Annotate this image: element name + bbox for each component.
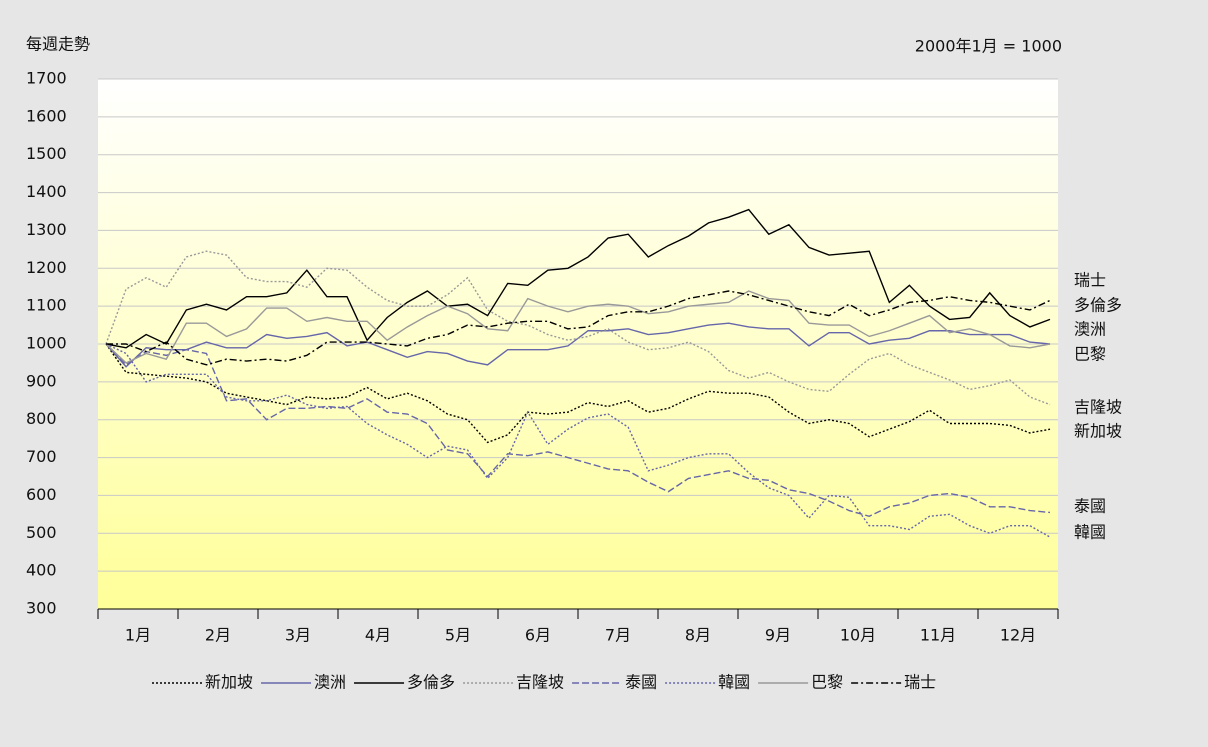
x-tick-label: 10月 bbox=[840, 626, 876, 645]
series-line bbox=[105, 343, 1051, 517]
legend-label: 泰國 bbox=[625, 673, 657, 692]
end-label: 巴黎 bbox=[1074, 345, 1106, 364]
x-tick-label: 4月 bbox=[365, 626, 391, 645]
x-tick-label: 2月 bbox=[205, 626, 231, 645]
x-tick-label: 8月 bbox=[685, 626, 711, 645]
y-tick-label: 900 bbox=[26, 371, 57, 390]
y-tick-label: 1400 bbox=[26, 182, 67, 201]
y-tick-label: 1100 bbox=[26, 296, 67, 315]
legend-label: 巴黎 bbox=[811, 673, 843, 692]
y-tick-label: 1600 bbox=[26, 106, 67, 125]
x-tick-label: 9月 bbox=[765, 626, 791, 645]
series-line bbox=[105, 250, 1051, 406]
x-tick-label: 7月 bbox=[605, 626, 631, 645]
legend-label: 新加坡 bbox=[205, 673, 253, 692]
end-label: 吉隆坡 bbox=[1074, 398, 1122, 417]
y-tick-label: 600 bbox=[26, 485, 57, 504]
legend-label: 吉隆坡 bbox=[516, 673, 564, 692]
y-tick-label: 1000 bbox=[26, 334, 67, 353]
y-tick-label: 1700 bbox=[26, 69, 67, 88]
y-tick-label: 700 bbox=[26, 447, 57, 466]
end-label: 澳洲 bbox=[1074, 320, 1106, 339]
legend-label: 澳洲 bbox=[314, 673, 346, 692]
y-tick-label: 300 bbox=[26, 599, 57, 618]
y-tick-label: 1500 bbox=[26, 144, 67, 163]
y-tick-label: 400 bbox=[26, 561, 57, 580]
x-tick-label: 1月 bbox=[125, 626, 151, 645]
y-tick-label: 500 bbox=[26, 523, 57, 542]
y-tick-label: 800 bbox=[26, 409, 57, 428]
series-line bbox=[105, 343, 1051, 538]
series-line bbox=[106, 290, 1051, 366]
end-label: 多倫多 bbox=[1074, 296, 1122, 315]
end-label: 泰國 bbox=[1074, 497, 1106, 516]
series-line bbox=[105, 290, 1051, 364]
y-axis-title: 每週走勢 bbox=[26, 35, 90, 54]
end-label: 瑞士 bbox=[1074, 271, 1106, 290]
series-line bbox=[105, 343, 1051, 444]
legend-label: 多倫多 bbox=[407, 673, 455, 692]
series-line bbox=[105, 208, 1051, 349]
end-label: 韓國 bbox=[1074, 523, 1106, 542]
subtitle: 2000年1月 = 1000 bbox=[915, 37, 1062, 56]
legend-label: 瑞士 bbox=[904, 673, 936, 692]
y-tick-label: 1300 bbox=[26, 220, 67, 239]
x-tick-label: 12月 bbox=[1000, 626, 1036, 645]
x-tick-label: 11月 bbox=[920, 626, 956, 645]
x-tick-label: 3月 bbox=[285, 626, 311, 645]
y-tick-label: 1200 bbox=[26, 258, 67, 277]
end-label: 新加坡 bbox=[1074, 422, 1122, 441]
x-tick-label: 5月 bbox=[445, 626, 471, 645]
x-tick-label: 6月 bbox=[525, 626, 551, 645]
legend-label: 韓國 bbox=[718, 673, 750, 692]
